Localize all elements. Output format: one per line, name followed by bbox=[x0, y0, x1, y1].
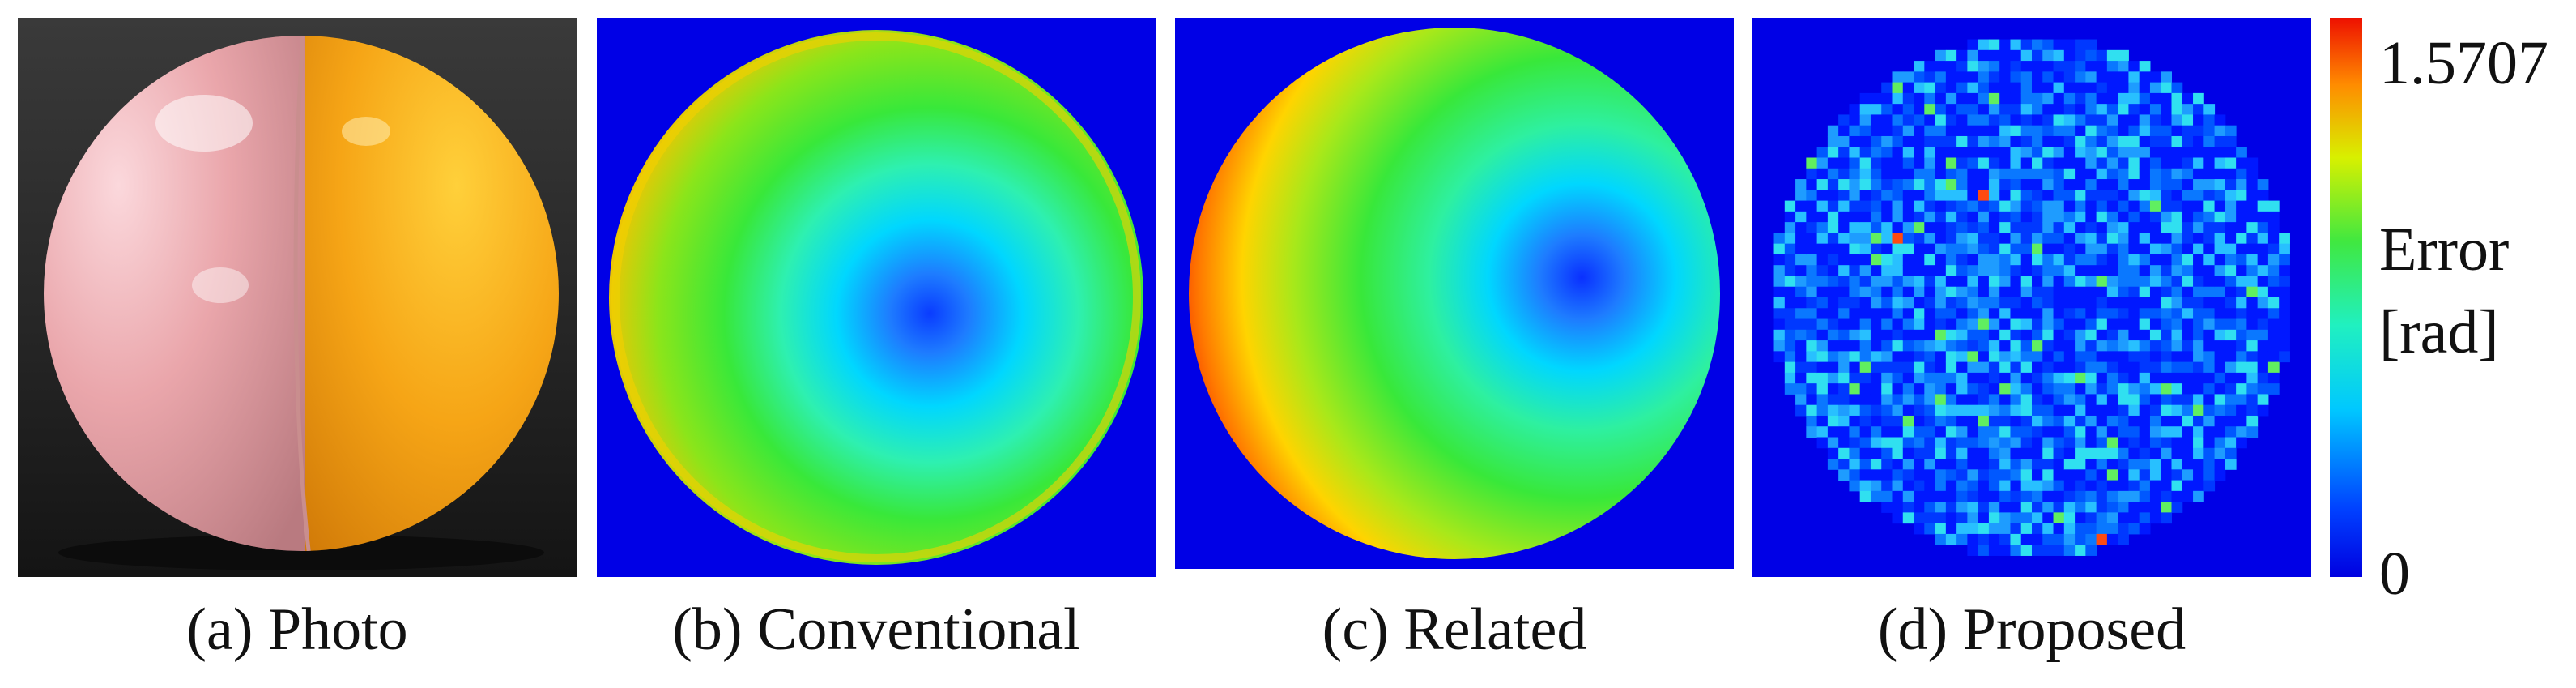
proposed-pixels bbox=[1773, 39, 2290, 556]
photo-panel bbox=[18, 18, 577, 577]
colorbar-min-label: 0 bbox=[2379, 540, 2410, 608]
conventional-heatmap bbox=[597, 18, 1156, 577]
caption-conventional: (b) Conventional bbox=[672, 596, 1080, 663]
related-heatmap bbox=[1175, 18, 1734, 569]
proposed-error-map bbox=[1752, 18, 2311, 577]
colorbar-title-unit: [rad] bbox=[2379, 298, 2499, 366]
caption-related: (c) Related bbox=[1322, 596, 1587, 663]
colorbar bbox=[2330, 18, 2362, 577]
colorbar-title-error: Error bbox=[2379, 216, 2510, 284]
colorbar-max-label: 1.5707 bbox=[2379, 29, 2548, 97]
caption-photo: (a) Photo bbox=[186, 596, 408, 663]
caption-proposed: (d) Proposed bbox=[1877, 596, 2186, 663]
related-error-map bbox=[1175, 18, 1734, 569]
proposed-heatmap bbox=[1752, 18, 2311, 577]
photo-image bbox=[18, 18, 577, 577]
conventional-error-map bbox=[597, 18, 1156, 577]
